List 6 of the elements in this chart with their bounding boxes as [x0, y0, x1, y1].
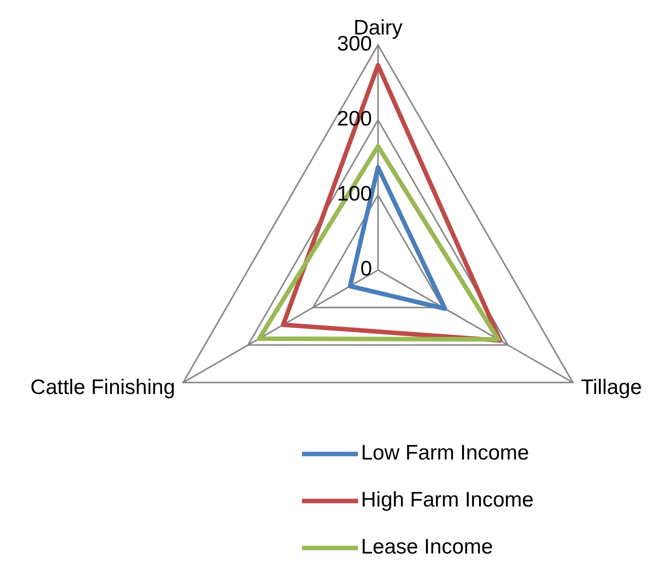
spoke-label: Cattle Finishing	[30, 376, 176, 400]
spoke-label: Tillage	[580, 376, 642, 400]
y-tick-label: 0	[360, 258, 372, 281]
legend-label: Lease Income	[361, 536, 493, 559]
legend-label: Low Farm Income	[361, 442, 530, 465]
legend-label: High Farm Income	[361, 488, 534, 512]
